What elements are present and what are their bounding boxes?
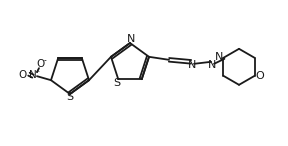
Text: N: N [127, 34, 135, 45]
Text: O: O [255, 71, 264, 81]
Text: N: N [215, 52, 223, 62]
Text: -: - [43, 56, 46, 65]
Text: +: + [34, 69, 39, 74]
Text: N: N [188, 60, 196, 70]
Text: O: O [37, 59, 45, 69]
Text: N: N [208, 60, 216, 70]
Text: O: O [19, 70, 27, 80]
Text: S: S [114, 78, 121, 88]
Text: N: N [29, 70, 37, 80]
Text: S: S [67, 93, 73, 102]
